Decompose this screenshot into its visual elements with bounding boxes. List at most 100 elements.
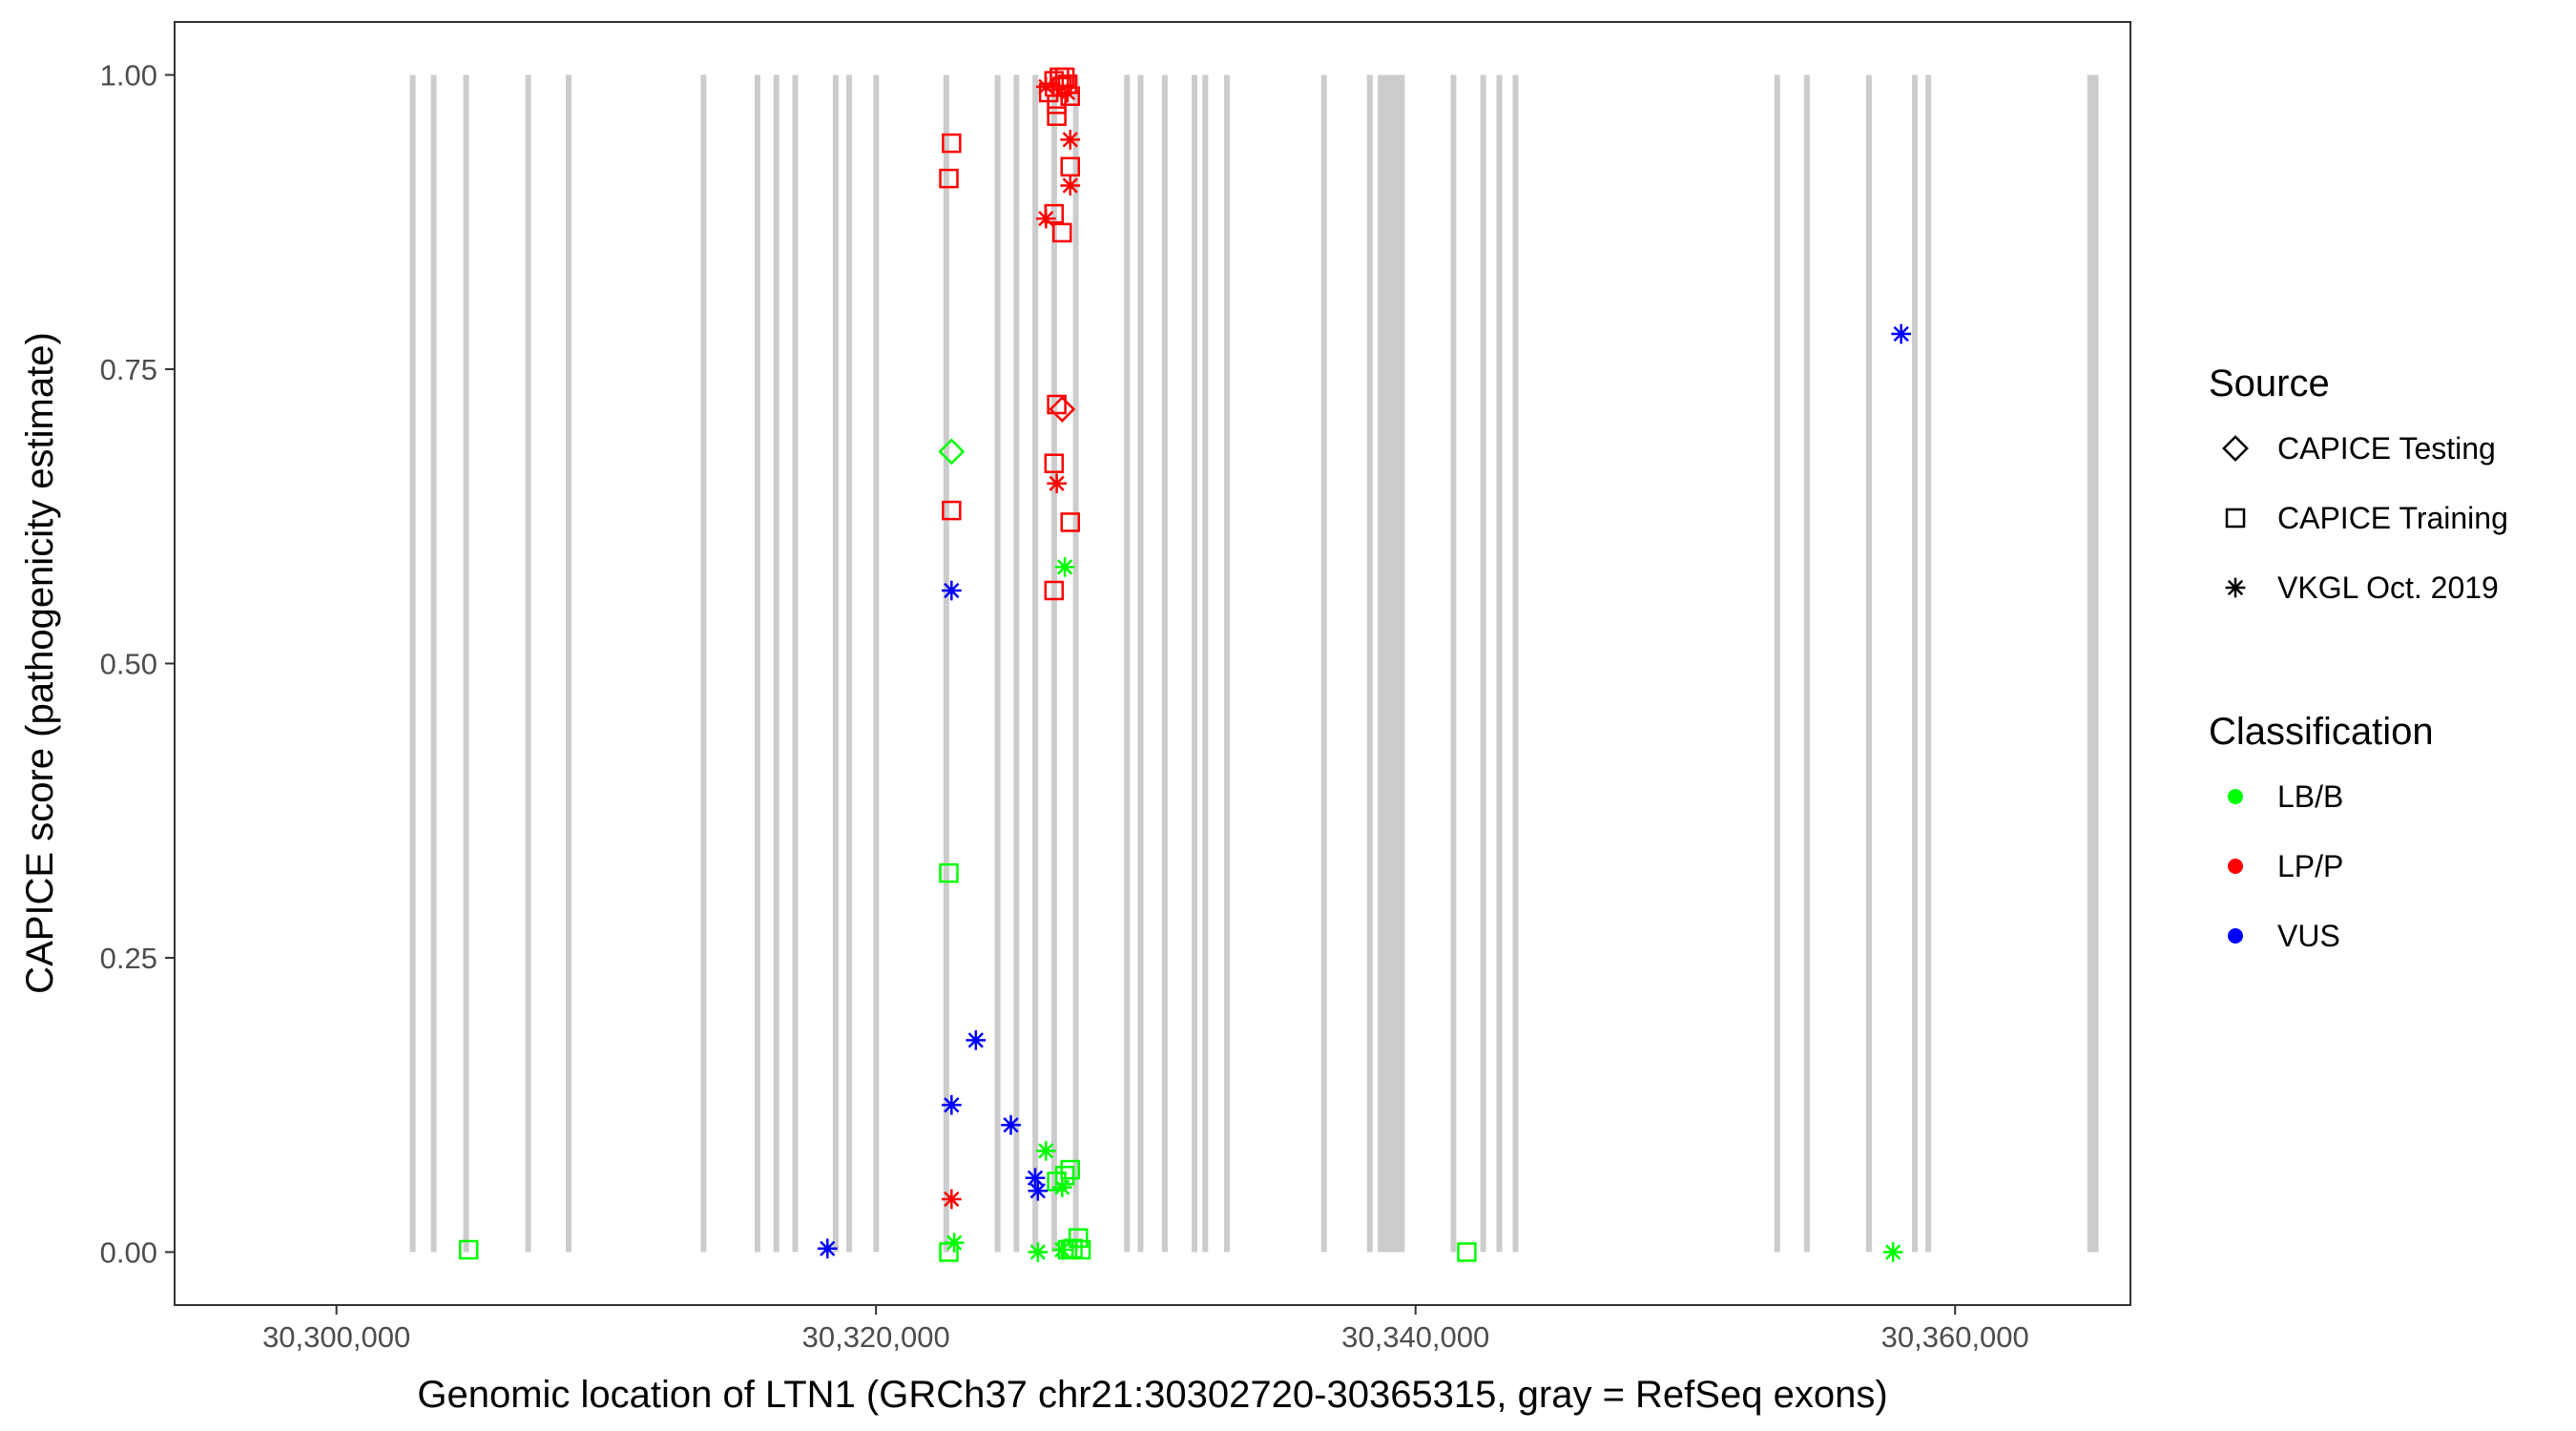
data-point — [1047, 394, 1067, 415]
data-point — [942, 500, 962, 521]
exon-band — [1496, 74, 1503, 1253]
data-point — [1035, 1141, 1056, 1161]
x-tick-label: 30,320,000 — [802, 1320, 950, 1354]
legend-title: Source — [2209, 363, 2330, 404]
exon-band — [1137, 74, 1144, 1253]
x-axis-title: Genomic location of LTN1 (GRCh37 chr21:3… — [417, 1374, 1887, 1416]
legend-key — [2225, 508, 2246, 529]
exon-band — [754, 74, 760, 1253]
legend-source: Source CAPICE Testing CAPICE Training VKGL … — [2209, 363, 2508, 605]
exon-bands — [409, 74, 2099, 1253]
legend-key — [2228, 789, 2243, 804]
series-vus — [817, 323, 1912, 1259]
legend-label: CAPICE Training — [2277, 501, 2508, 535]
exon-band — [1774, 74, 1780, 1253]
exon-band — [1072, 74, 1079, 1253]
exon-band — [1366, 74, 1373, 1253]
exon-band — [700, 74, 707, 1253]
x-axis: 30,300,000 30,320,000 30,340,000 30,360,000 — [262, 1305, 2029, 1354]
y-axis: 0.00 0.25 0.50 0.75 1.00 — [100, 59, 175, 1269]
exon-band — [1512, 74, 1519, 1253]
legend-label: LB/B — [2277, 779, 2343, 814]
data-point — [944, 1233, 965, 1253]
data-point — [938, 438, 966, 466]
exon-band — [1124, 74, 1131, 1253]
data-points — [458, 67, 1912, 1262]
legend-key — [2225, 577, 2246, 598]
data-point — [1891, 323, 1912, 344]
y-tick-label: 0.00 — [100, 1235, 157, 1269]
data-point — [966, 1030, 987, 1050]
legend-label: VKGL Oct. 2019 — [2277, 570, 2499, 605]
y-tick-label: 1.00 — [100, 59, 157, 93]
legend-label: CAPICE Testing — [2277, 431, 2496, 466]
exon-band — [773, 74, 779, 1253]
legend-label: VUS — [2277, 919, 2340, 953]
data-point — [1068, 1228, 1089, 1248]
data-point — [1060, 1159, 1081, 1180]
series-lp-p — [939, 67, 1081, 1210]
exon-band — [1803, 74, 1810, 1253]
legend: Source CAPICE Testing CAPICE Training VKGL … — [2209, 363, 2508, 953]
y-tick-label: 0.75 — [100, 353, 157, 386]
legend-key — [2228, 928, 2243, 944]
data-point — [1054, 67, 1075, 88]
data-point — [1028, 1242, 1049, 1262]
exon-band — [1378, 74, 1405, 1253]
data-point — [458, 1239, 479, 1260]
data-point — [1049, 396, 1076, 423]
x-tick-label: 30,300,000 — [262, 1320, 410, 1354]
data-point — [1060, 156, 1081, 177]
data-point — [1044, 203, 1065, 224]
data-point — [1060, 512, 1081, 532]
data-point — [1051, 1239, 1072, 1260]
data-point — [1025, 1168, 1046, 1189]
exon-band — [1050, 74, 1057, 1253]
data-point — [1060, 130, 1081, 150]
data-point — [1882, 1242, 1903, 1262]
data-point — [941, 1189, 962, 1210]
data-point — [1054, 1166, 1075, 1186]
data-point — [1001, 1114, 1021, 1135]
data-point — [1054, 556, 1075, 577]
exon-band — [1320, 74, 1327, 1253]
data-point — [1060, 176, 1081, 196]
exon-band — [943, 74, 949, 1253]
exon-band — [1911, 74, 1918, 1253]
exon-band — [2087, 74, 2099, 1253]
exon-band — [525, 74, 531, 1253]
data-point — [1044, 580, 1065, 601]
exon-band — [1450, 74, 1457, 1253]
data-point — [1028, 1180, 1049, 1201]
exon-band — [846, 74, 853, 1253]
data-point — [939, 862, 959, 883]
legend-classification: Classification LB/B LP/P VUS — [2209, 711, 2434, 953]
x-tick-label: 30,340,000 — [1341, 1320, 1489, 1354]
legend-title: Classification — [2209, 711, 2434, 753]
exon-band — [463, 74, 469, 1253]
data-point — [942, 133, 962, 154]
y-axis-title: CAPICE score (pathogenicity estimate) — [19, 332, 61, 994]
y-tick-label: 0.50 — [100, 648, 157, 681]
data-point — [1457, 1242, 1477, 1262]
data-point — [1052, 222, 1072, 243]
exon-band — [1925, 74, 1932, 1253]
data-point — [941, 580, 962, 601]
data-point — [1047, 473, 1067, 494]
legend-key — [2222, 435, 2249, 462]
exon-band — [873, 74, 880, 1253]
exon-band — [409, 74, 416, 1253]
data-point — [817, 1238, 838, 1259]
data-point — [939, 168, 959, 189]
exon-band — [1032, 74, 1039, 1253]
exon-band — [566, 74, 571, 1253]
exon-band — [1865, 74, 1872, 1253]
data-point — [1047, 106, 1067, 126]
exon-band — [430, 74, 437, 1253]
series-lb-b — [458, 438, 1903, 1262]
exon-band — [832, 74, 839, 1253]
data-point — [1044, 453, 1065, 473]
exon-band — [1161, 74, 1168, 1253]
legend-key — [2228, 859, 2243, 874]
